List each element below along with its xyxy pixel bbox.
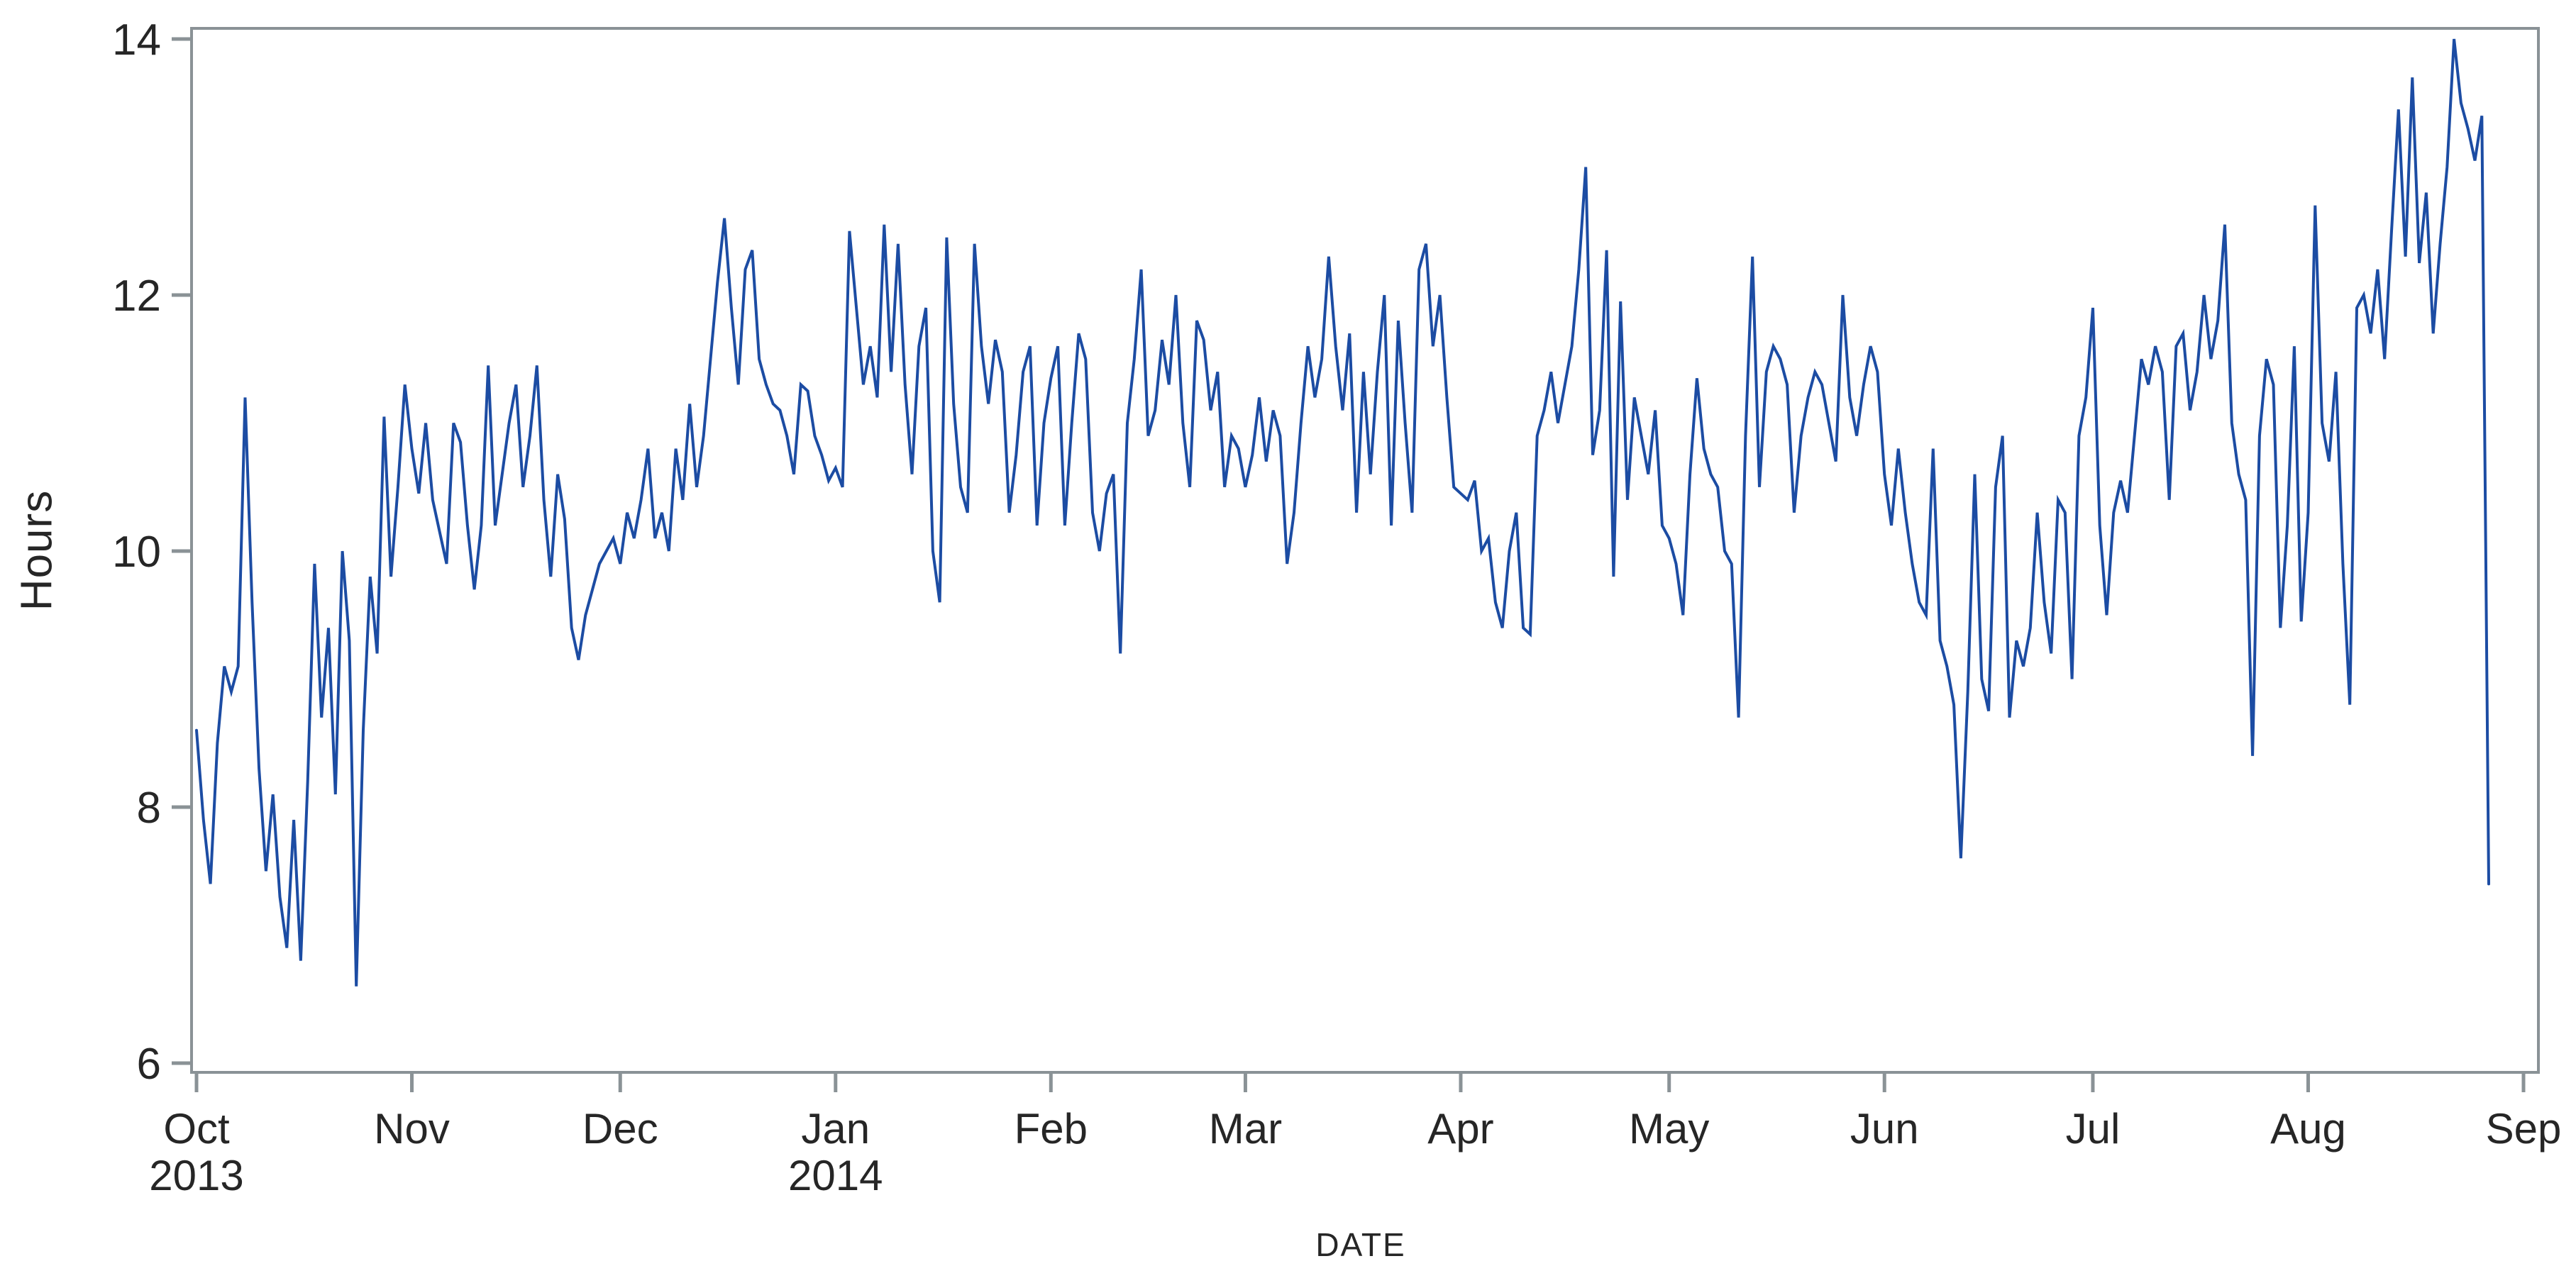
x-tick-label-month: Jan bbox=[801, 1105, 870, 1153]
x-tick-label-month: Dec bbox=[582, 1105, 658, 1153]
y-tick-label: 12 bbox=[112, 272, 161, 321]
y-axis-title: Hours bbox=[12, 489, 62, 611]
x-tick-label-month: Nov bbox=[374, 1105, 450, 1153]
x-axis-title: DATE bbox=[1315, 1226, 1406, 1263]
x-tick-label-year: 2013 bbox=[149, 1152, 243, 1199]
x-tick-label-month: Feb bbox=[1015, 1105, 1088, 1153]
y-tick-label: 8 bbox=[137, 784, 161, 833]
y-tick-label: 6 bbox=[137, 1040, 161, 1089]
x-tick-label-month: Apr bbox=[1427, 1105, 1493, 1153]
y-tick-label: 10 bbox=[112, 528, 161, 577]
x-tick-label-month: Sep bbox=[2486, 1105, 2562, 1153]
hours-series-line bbox=[195, 38, 2490, 987]
x-tick-label-month: Oct bbox=[163, 1105, 230, 1153]
x-tick-label-month: May bbox=[1629, 1105, 1709, 1153]
y-tick-label: 14 bbox=[112, 16, 161, 65]
x-tick-label-month: Aug bbox=[2270, 1105, 2346, 1153]
x-tick-label-month: Mar bbox=[1209, 1105, 1282, 1153]
x-tick-label-month: Jul bbox=[2066, 1105, 2121, 1153]
x-tick-label-year: 2014 bbox=[788, 1152, 883, 1199]
x-tick-label-month: Jun bbox=[1850, 1105, 1919, 1153]
plot-frame bbox=[190, 27, 2540, 1074]
